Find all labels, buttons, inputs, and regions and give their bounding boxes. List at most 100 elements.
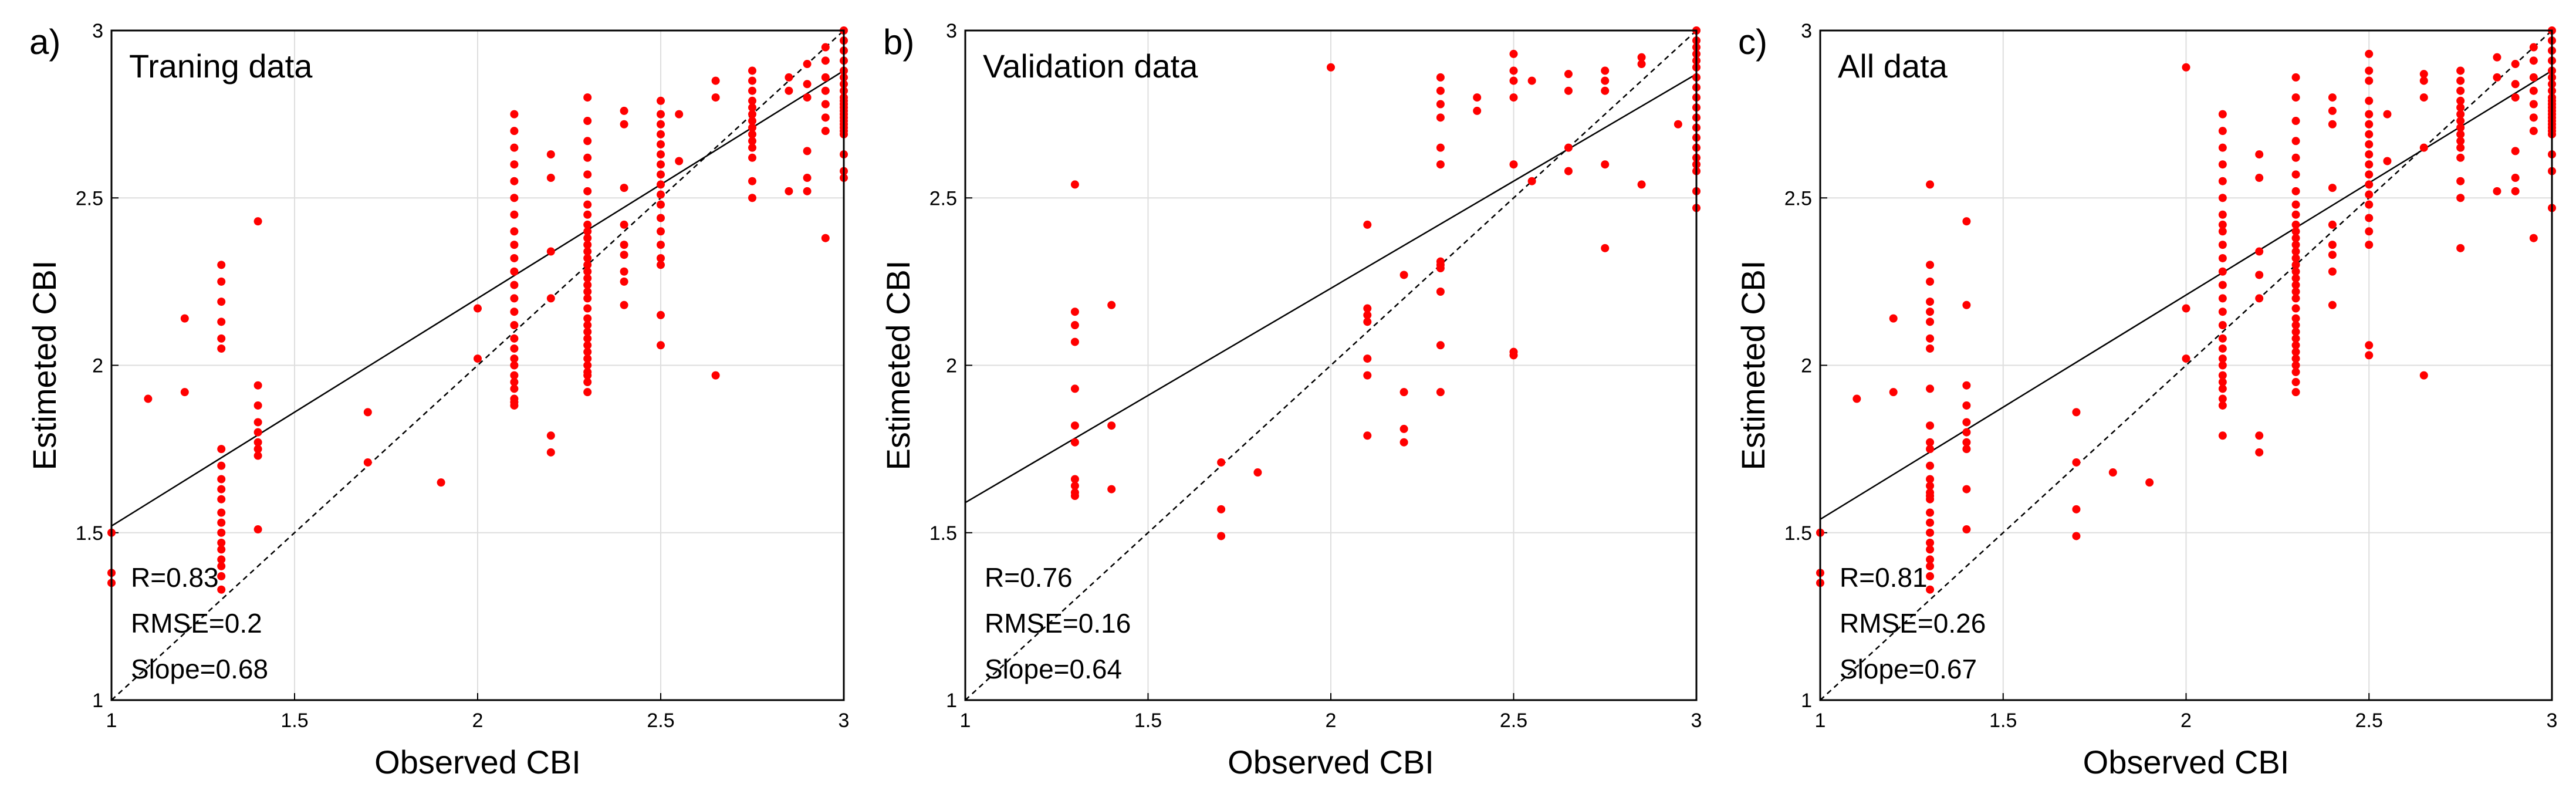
data-point	[2291, 234, 2300, 242]
data-point	[1399, 424, 1408, 433]
x-tick-label: 1	[1815, 709, 1826, 732]
data-point	[657, 190, 665, 199]
data-point	[1509, 76, 1518, 85]
data-point	[1436, 388, 1445, 397]
data-point	[2456, 96, 2465, 105]
data-point	[2255, 448, 2264, 457]
data-point	[2218, 401, 2227, 410]
data-point	[2365, 214, 2374, 222]
data-point	[620, 300, 628, 309]
data-point	[2291, 220, 2300, 229]
data-point	[2456, 76, 2465, 85]
data-point	[821, 73, 830, 82]
data-point	[2291, 347, 2300, 356]
data-point	[546, 174, 555, 183]
data-point	[2218, 227, 2227, 236]
y-tick-label: 2	[1801, 355, 1812, 377]
data-point	[583, 261, 592, 269]
data-point	[1601, 76, 1610, 85]
data-point	[2456, 177, 2465, 185]
panel-title: Validation data	[983, 48, 1198, 85]
data-point	[2291, 274, 2300, 283]
data-point	[1852, 394, 1861, 403]
data-point	[2328, 220, 2337, 229]
data-point	[2291, 304, 2300, 313]
data-point	[748, 76, 756, 85]
data-point	[748, 123, 756, 132]
data-point	[711, 93, 720, 102]
data-point	[2291, 267, 2300, 276]
data-point	[2383, 110, 2392, 119]
data-point	[2365, 200, 2374, 209]
data-point	[1363, 220, 1372, 229]
data-point	[1070, 384, 1079, 393]
data-point	[217, 445, 226, 454]
data-point	[583, 200, 592, 209]
data-point	[803, 174, 812, 183]
x-tick-label: 2.5	[2355, 709, 2383, 732]
data-point	[510, 401, 519, 410]
data-point	[657, 261, 665, 269]
data-point	[180, 388, 189, 397]
data-point	[1436, 86, 1445, 95]
data-point	[2218, 210, 2227, 219]
data-point	[1070, 180, 1079, 189]
data-point	[1889, 388, 1898, 397]
y-axis-label: Estimeted CBI	[26, 261, 63, 471]
data-point	[2218, 254, 2227, 262]
data-point	[546, 431, 555, 440]
data-point	[2218, 177, 2227, 185]
data-point	[748, 96, 756, 105]
data-point	[583, 210, 592, 219]
data-point	[748, 103, 756, 112]
data-point	[217, 277, 226, 286]
y-axis-label: Estimeted CBI	[880, 261, 917, 471]
panel-letter: a)	[29, 22, 60, 62]
data-point	[821, 100, 830, 109]
data-point	[2255, 247, 2264, 256]
data-point	[253, 445, 262, 454]
data-point	[2291, 367, 2300, 376]
data-point	[1962, 525, 1971, 534]
data-point	[2456, 153, 2465, 162]
data-point	[2529, 56, 2538, 65]
data-point	[510, 281, 519, 289]
data-point	[803, 187, 812, 195]
data-point	[510, 354, 519, 363]
data-point	[217, 538, 226, 547]
x-tick-label: 2	[1326, 709, 1337, 732]
y-tick-label: 2	[92, 355, 103, 377]
data-point	[2365, 49, 2374, 58]
data-point	[1962, 381, 1971, 390]
data-point	[1509, 160, 1518, 169]
data-point	[2365, 150, 2374, 159]
x-axis-label: Observed CBI	[374, 744, 581, 781]
data-point	[1601, 160, 1610, 169]
data-point	[821, 43, 830, 52]
data-point	[2218, 127, 2227, 136]
data-point	[2456, 143, 2465, 152]
data-point	[620, 277, 628, 286]
data-point	[1436, 73, 1445, 82]
data-point	[583, 254, 592, 262]
data-point	[2291, 327, 2300, 336]
data-point	[217, 461, 226, 470]
panel-title: Traning data	[129, 48, 313, 85]
data-point	[1926, 277, 1935, 286]
data-point	[583, 247, 592, 256]
data-point	[2072, 505, 2081, 513]
fit-line	[965, 73, 1697, 504]
data-point	[510, 371, 519, 380]
data-point	[253, 451, 262, 460]
data-point	[217, 545, 226, 554]
data-point	[510, 267, 519, 276]
data-point	[217, 334, 226, 343]
data-point	[2291, 361, 2300, 370]
axes-box	[1819, 29, 2553, 701]
data-point	[1436, 341, 1445, 350]
data-point	[2291, 314, 2300, 323]
data-point	[217, 555, 226, 564]
data-point	[1637, 60, 1646, 69]
stat-slope: Slope=0.67	[1840, 654, 1977, 684]
data-point	[711, 371, 720, 380]
